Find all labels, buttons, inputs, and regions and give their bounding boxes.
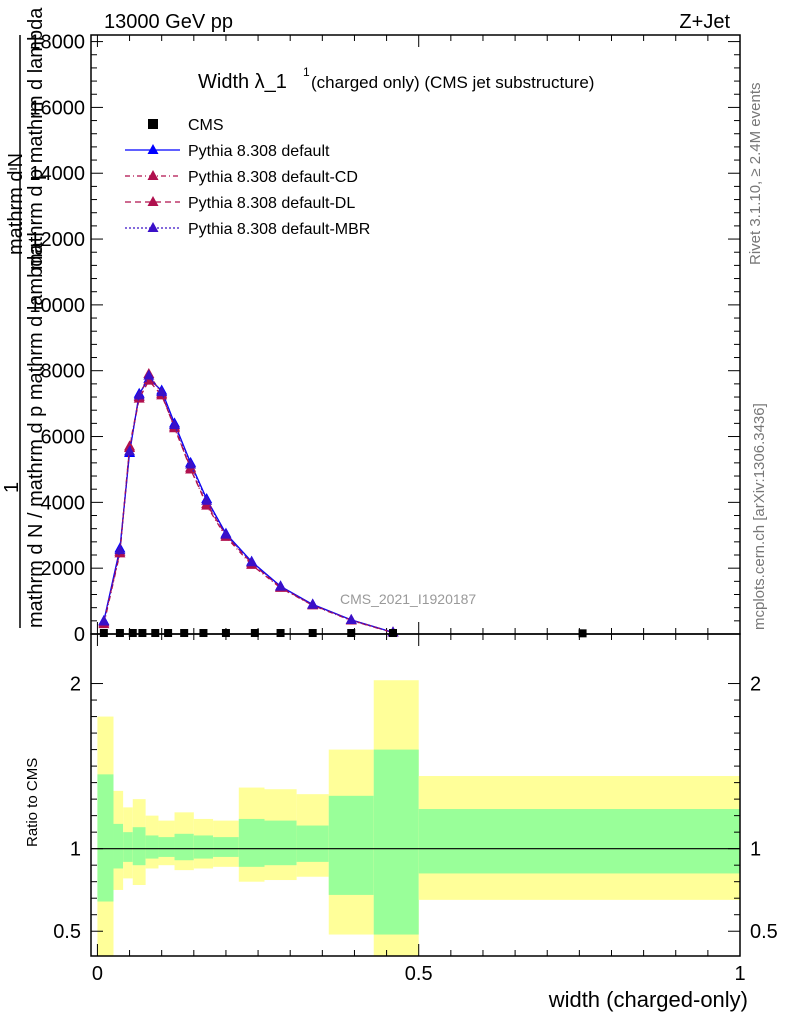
legend-marker — [147, 222, 159, 232]
cms-point — [347, 629, 356, 638]
series-marker — [124, 445, 136, 456]
ratio-inner-band — [418, 809, 740, 874]
plot-title-sup: 1 — [303, 65, 310, 79]
header-right: Z+Jet — [679, 11, 730, 33]
cms-point — [276, 629, 285, 638]
ratio-plot-frame — [90, 633, 741, 957]
ratio-y-tick-label-right: 2 — [750, 674, 761, 696]
ratio-inner-band — [132, 827, 146, 866]
series-line — [103, 374, 394, 634]
ratio-inner-band — [213, 837, 239, 857]
series-marker — [98, 615, 110, 626]
series-marker — [133, 389, 145, 400]
legend-label: Pythia 8.308 default-CD — [188, 169, 358, 186]
legend-marker — [147, 170, 159, 180]
ratio-y-tick-label: 2 — [70, 674, 81, 696]
header-left: 13000 GeV pp — [104, 11, 233, 33]
series-marker — [345, 614, 357, 625]
plot-title-rest: (charged only) (CMS jet substructure) — [311, 73, 594, 92]
ratio-inner-band — [158, 837, 175, 857]
ratio-inner-band — [97, 774, 114, 902]
main-yticks: 0 2000 4000 6000 8000 10000 12000 14000 16000 180… — [29, 32, 741, 646]
cms-point — [199, 629, 208, 638]
series-marker — [169, 419, 181, 430]
cms-point — [221, 629, 230, 638]
y-tick-label: 18000 — [29, 32, 85, 54]
cms-point — [138, 629, 147, 638]
y-tick-label: 6000 — [41, 427, 86, 449]
x-axis-label: width (charged-only) — [548, 987, 748, 1012]
series-marker — [185, 458, 197, 469]
main-series — [98, 367, 399, 637]
ratio-inner-band — [123, 832, 133, 862]
ratio-x-tick-label: 0 — [92, 963, 103, 985]
cms-point — [115, 629, 124, 638]
ratio-inner-band — [264, 820, 297, 866]
series-marker — [143, 369, 155, 380]
y-tick-label: 12000 — [29, 229, 85, 251]
ratio-inner-band — [193, 835, 214, 859]
ratio-plot: 0.5 0.51 12 20 0.5 1 — [53, 633, 778, 985]
series-marker — [220, 528, 232, 539]
ratio-y-tick-label: 1 — [70, 839, 81, 861]
series-marker — [246, 556, 258, 567]
series-marker — [156, 386, 168, 397]
legend-marker — [147, 144, 159, 154]
series-marker — [275, 580, 287, 591]
ratio-x-tick-label: 1 — [734, 963, 745, 985]
cms-point — [308, 629, 317, 638]
plot-title-main: Width λ_1 — [198, 71, 287, 93]
ylabel-numerator-1: mathrm dᶦN — [5, 153, 27, 255]
main-ylabel: mathrm dᶦN mathrm d p mathrm d lambda 1 … — [1, 7, 47, 628]
y-tick-label: 14000 — [29, 163, 85, 185]
ratio-inner-band — [145, 835, 159, 859]
ratio-ylabel: Ratio to CMS — [24, 758, 41, 847]
cms-point — [151, 629, 160, 638]
legend-label: Pythia 8.308 default-DL — [188, 195, 355, 212]
ratio-bands — [97, 680, 740, 956]
cms-point — [164, 629, 173, 638]
series-marker — [201, 494, 213, 505]
ratio-inner-band — [113, 823, 124, 869]
y-tick-label: 0 — [74, 624, 85, 646]
legend-label: CMS — [188, 117, 224, 134]
cms-point — [99, 629, 108, 638]
analysis-watermark: CMS_2021_I1920187 — [340, 591, 476, 607]
ratio-inner-band — [296, 825, 329, 862]
series-marker — [307, 598, 319, 609]
ratio-y-tick-label-right: 1 — [750, 839, 761, 861]
legend-cms-marker — [148, 119, 158, 129]
ratio-y-tick-label-right: 0.5 — [750, 921, 778, 943]
ylabel-numerator-2: mathrm d p mathrm d lambda — [25, 7, 47, 270]
cms-point — [250, 629, 259, 638]
rivet-label: Rivet 3.1.10, ≥ 2.4M events — [747, 83, 764, 266]
ratio-y-tick-label: 0.5 — [53, 921, 81, 943]
y-tick-label: 4000 — [41, 492, 86, 514]
ylabel-one: 1 — [1, 482, 23, 493]
ratio-inner-band — [328, 795, 374, 895]
ylabel-denominator: mathrm d N / mathrm d p mathrm d lambda — [25, 244, 47, 628]
y-tick-label: 8000 — [41, 361, 86, 383]
ratio-ticks: 0.5 0.51 12 20 0.5 1 — [53, 634, 778, 985]
cms-data-points — [99, 629, 587, 638]
y-tick-label: 16000 — [29, 97, 85, 119]
y-tick-label: 2000 — [41, 558, 86, 580]
ratio-x-tick-label: 0.5 — [405, 963, 433, 985]
plot-title: Width λ_1 1 (charged only) (CMS jet subs… — [198, 65, 594, 93]
legend-marker — [147, 196, 159, 206]
legend: CMS Pythia 8.308 default Pythia 8.308 defa… — [125, 117, 370, 238]
cms-point — [180, 629, 189, 638]
legend-label: Pythia 8.308 default-MBR — [188, 221, 370, 238]
cms-point — [128, 629, 137, 638]
cms-point — [389, 629, 398, 638]
legend-label: Pythia 8.308 default — [188, 143, 330, 160]
series-marker — [114, 544, 126, 555]
ratio-inner-band — [174, 833, 194, 861]
mcplots-label: mcplots.cern.ch [arXiv:1306.3436] — [751, 403, 768, 630]
main-plot: 0 2000 4000 6000 8000 10000 12000 14000 16000 180… — [29, 32, 741, 646]
ratio-inner-band — [238, 818, 265, 867]
y-tick-label: 10000 — [29, 295, 85, 317]
ratio-inner-band — [373, 749, 419, 935]
